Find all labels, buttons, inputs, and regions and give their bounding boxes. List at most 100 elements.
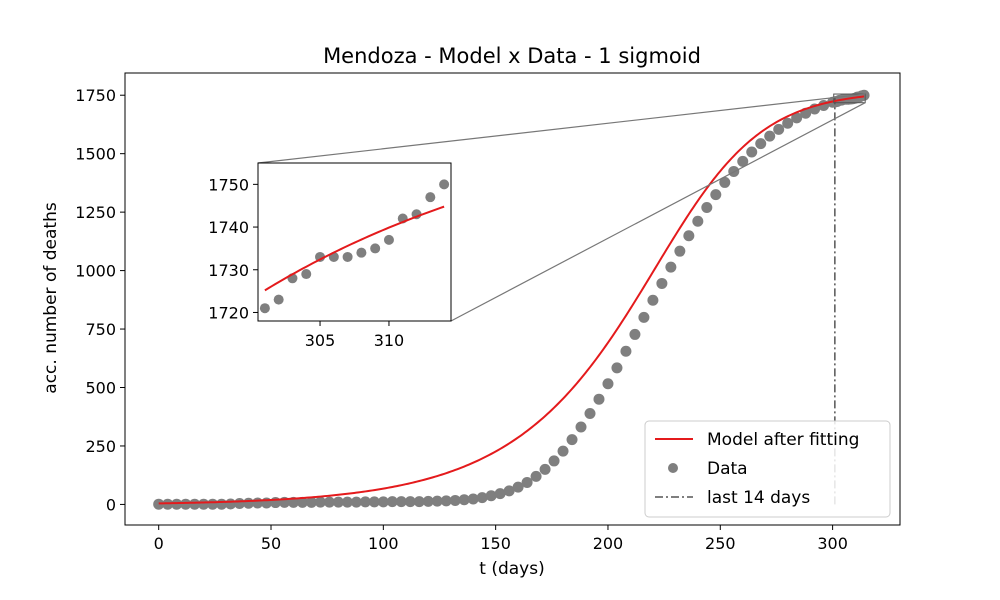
data-point [629, 328, 641, 340]
main-plot: 0 50 100 150 200 250 300 0 250 500 750 1000 1250 150… [75, 72, 901, 553]
inset-data-point [439, 179, 450, 190]
data-point [647, 294, 659, 306]
data-point [566, 434, 578, 446]
plot-frame [124, 72, 901, 526]
zoom-connector [450, 102, 866, 322]
inset-y-tick-label: 1750 [208, 175, 249, 194]
x-tick-label: 0 [154, 534, 164, 553]
data-point [449, 494, 461, 506]
data-point [638, 311, 650, 323]
zoom-connector-lines [257, 93, 866, 322]
legend-model-label: Model after fitting [707, 430, 859, 450]
inset-x-tick-label: 305 [305, 331, 336, 350]
data-point [692, 215, 704, 227]
inset-x-tick-label: 310 [374, 331, 405, 350]
inset-data-point [356, 247, 367, 258]
data-point [368, 496, 380, 508]
data-point [341, 496, 353, 508]
inset-data-point [342, 251, 353, 262]
data-point [296, 496, 308, 508]
zoom-region [833, 93, 866, 104]
inset-data-point [273, 294, 284, 305]
data-point [791, 112, 803, 124]
inset-model-line [264, 205, 445, 292]
data-point [521, 476, 533, 488]
inset-plot: 305 310 1720 1730 1740 1750 [208, 162, 452, 350]
legend-box [644, 420, 891, 518]
data-point [737, 155, 749, 167]
data-point [359, 496, 371, 508]
y-tick-label: 750 [85, 320, 116, 339]
data-point [485, 490, 497, 502]
inset-model-series [264, 205, 445, 292]
data-point [404, 496, 416, 508]
data-point [602, 378, 614, 390]
x-tick-label: 100 [368, 534, 399, 553]
inset-data-point [301, 269, 312, 280]
y-axis-label: acc. number of deaths [41, 202, 61, 394]
y-tick-label: 0 [106, 495, 116, 514]
data-point [305, 496, 317, 508]
data-point [858, 89, 870, 101]
data-point [782, 117, 794, 129]
data-point [539, 463, 551, 475]
data-point [189, 498, 201, 510]
data-point [584, 407, 596, 419]
data-point [764, 130, 776, 142]
x-tick-label: 300 [817, 534, 848, 553]
data-point [719, 176, 731, 188]
x-axis-ticks: 0 50 100 150 200 250 300 [154, 525, 848, 553]
data-point [476, 492, 488, 504]
y-tick-label: 500 [85, 379, 116, 398]
inset-y-tick-label: 1740 [208, 218, 249, 237]
y-tick-label: 1750 [75, 86, 116, 105]
x-tick-label: 50 [261, 534, 281, 553]
data-point [171, 498, 183, 510]
data-point [323, 496, 335, 508]
data-point [494, 488, 506, 500]
data-point [593, 393, 605, 405]
data-point [440, 495, 452, 507]
data-point [575, 421, 587, 433]
data-point [413, 496, 425, 508]
inset-data-point [425, 192, 436, 203]
x-tick-label: 200 [593, 534, 624, 553]
data-point [746, 146, 758, 158]
data-point [530, 470, 542, 482]
data-point [710, 189, 722, 201]
data-point [332, 496, 344, 508]
data-point [422, 495, 434, 507]
data-point [656, 277, 668, 289]
data-point [548, 455, 560, 467]
y-tick-label: 1250 [75, 203, 116, 222]
data-point [467, 493, 479, 505]
data-point [683, 230, 695, 242]
data-point [153, 498, 165, 510]
legend-last14-label: last 14 days [707, 488, 810, 508]
data-point [557, 445, 569, 457]
data-point [665, 261, 677, 273]
data-point [611, 362, 623, 374]
x-axis-label: t (days) [479, 559, 544, 579]
data-point [503, 485, 515, 497]
data-point [620, 345, 632, 357]
legend-data-label: Data [707, 459, 748, 479]
inset-y-axis-ticks: 1720 1730 1740 1750 [208, 175, 258, 322]
data-point [386, 496, 398, 508]
data-point [377, 496, 389, 508]
data-point [350, 496, 362, 508]
data-point [431, 495, 443, 507]
data-point [458, 494, 470, 506]
inset-data-point [370, 243, 381, 254]
zoom-connector [257, 93, 866, 164]
y-tick-label: 250 [85, 437, 116, 456]
chart-title: Mendoza - Model x Data - 1 sigmoid [323, 44, 701, 68]
y-tick-label: 1000 [75, 262, 116, 281]
inset-data-point [315, 251, 326, 262]
inset-x-axis-ticks: 305 310 [305, 321, 404, 350]
legend-data-swatch [668, 463, 678, 473]
model-line [158, 95, 865, 505]
data-point [755, 138, 767, 150]
inset-data-point [259, 303, 270, 314]
